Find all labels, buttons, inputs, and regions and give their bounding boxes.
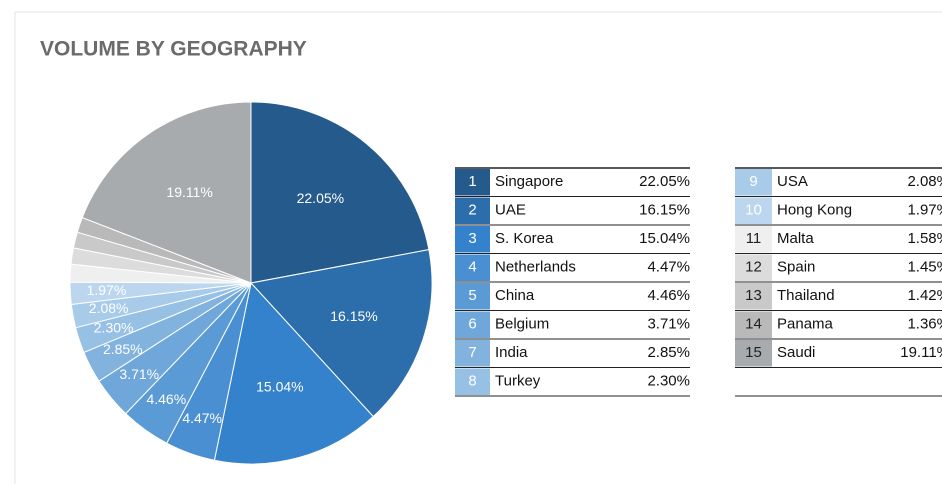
country-name: Singapore	[495, 173, 563, 190]
country-name: Panama	[777, 316, 834, 333]
rank: 7	[468, 344, 476, 361]
country-name: Netherlands	[495, 259, 576, 276]
rank-cell	[455, 226, 490, 253]
pie-slice	[250, 101, 430, 284]
rank: 10	[745, 202, 762, 219]
rank: 14	[745, 316, 762, 333]
country-name: Malta	[777, 230, 814, 247]
slice-label: 15.04%	[256, 378, 303, 394]
rank: 8	[468, 373, 476, 390]
share-value: 2.85%	[647, 344, 690, 361]
slice-label: 19.11%	[166, 184, 212, 200]
slice-label: 3.71%	[119, 366, 159, 382]
rank: 12	[745, 259, 762, 276]
slice-label: 2.08%	[89, 300, 129, 316]
share-value: 3.71%	[647, 316, 690, 333]
rank-cell	[455, 283, 490, 310]
rank: 6	[468, 316, 476, 333]
country-name: Spain	[777, 259, 815, 276]
rank: 3	[468, 230, 476, 247]
share-value: 2.08%	[907, 173, 942, 190]
rank-cell	[455, 197, 490, 224]
rank: 2	[468, 202, 476, 219]
country-name: Belgium	[495, 316, 549, 333]
country-name: UAE	[495, 202, 526, 219]
pie-slice	[213, 281, 374, 465]
rank-cell	[735, 283, 772, 310]
rank-cell	[735, 197, 772, 224]
share-value: 15.04%	[639, 230, 690, 247]
share-value: 2.30%	[647, 373, 690, 390]
rank-cell	[455, 169, 490, 196]
rank: 13	[745, 287, 762, 304]
share-value: 1.45%	[907, 259, 942, 276]
rank: 11	[746, 230, 762, 247]
share-value: 1.58%	[907, 230, 942, 247]
rank-cell	[455, 254, 490, 281]
rank-cell	[735, 340, 772, 367]
country-name: USA	[777, 173, 808, 190]
rank: 9	[749, 173, 757, 190]
chart-title: VOLUME BY GEOGRAPHY	[40, 38, 307, 61]
country-name: S. Korea	[495, 230, 554, 247]
rank-cell	[455, 311, 490, 338]
rank-cell	[735, 254, 772, 281]
country-name: India	[495, 344, 528, 361]
rank: 1	[468, 173, 476, 190]
country-name: Hong Kong	[777, 202, 852, 219]
share-value: 4.46%	[647, 287, 690, 304]
rank-cell	[735, 169, 772, 196]
share-value: 1.36%	[907, 316, 942, 333]
slice-label: 4.46%	[146, 391, 186, 407]
share-value: 22.05%	[639, 173, 690, 190]
pie-slice	[81, 101, 252, 284]
rank: 15	[745, 344, 762, 361]
slice-label: 4.47%	[182, 410, 222, 426]
country-name: China	[495, 287, 535, 304]
pie-slice	[250, 249, 433, 418]
rank: 5	[468, 287, 476, 304]
country-name: Thailand	[777, 287, 835, 304]
slice-label: 1.97%	[87, 282, 127, 298]
share-value: 16.15%	[639, 202, 690, 219]
rank-cell	[735, 311, 772, 338]
share-value: 1.42%	[907, 287, 942, 304]
country-name: Turkey	[495, 373, 541, 390]
rank-cell	[735, 226, 772, 253]
rank-cell	[455, 340, 490, 367]
slice-label: 2.30%	[94, 319, 134, 335]
slice-label: 22.05%	[297, 190, 344, 206]
country-name: Saudi	[777, 344, 815, 361]
slice-label: 2.85%	[103, 341, 143, 357]
share-value: 1.97%	[907, 202, 942, 219]
share-value: 19.11%	[900, 344, 942, 361]
slice-label: 16.15%	[330, 308, 377, 324]
share-value: 4.47%	[647, 259, 690, 276]
rank-cell	[455, 368, 490, 395]
rank: 4	[468, 259, 476, 276]
